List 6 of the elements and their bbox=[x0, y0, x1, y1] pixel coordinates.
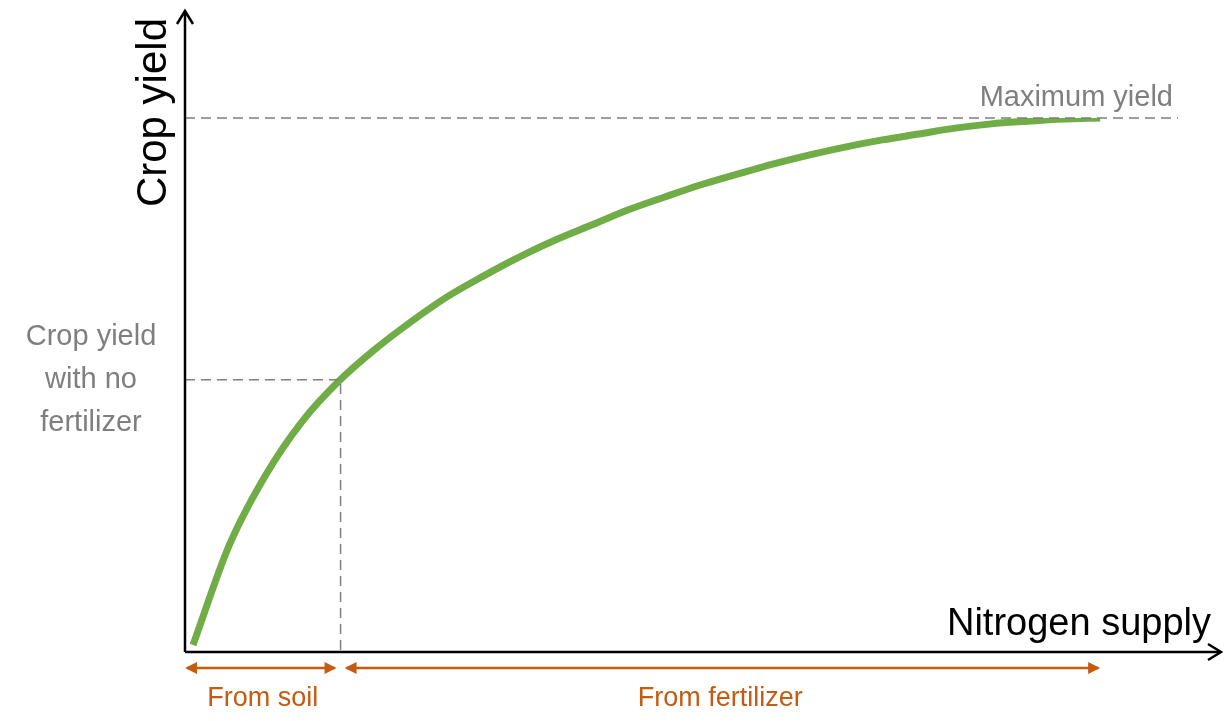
text: From fertilizer bbox=[636, 682, 804, 713]
ref-line-label: Crop yield with no fertilizer bbox=[25, 318, 157, 437]
ref-line-label: Maximum yield bbox=[979, 79, 1173, 112]
text: From soil bbox=[206, 682, 320, 713]
y-axis-title: Crop yield bbox=[128, 18, 176, 208]
x-axis-title: Nitrogen supply bbox=[946, 601, 1211, 644]
